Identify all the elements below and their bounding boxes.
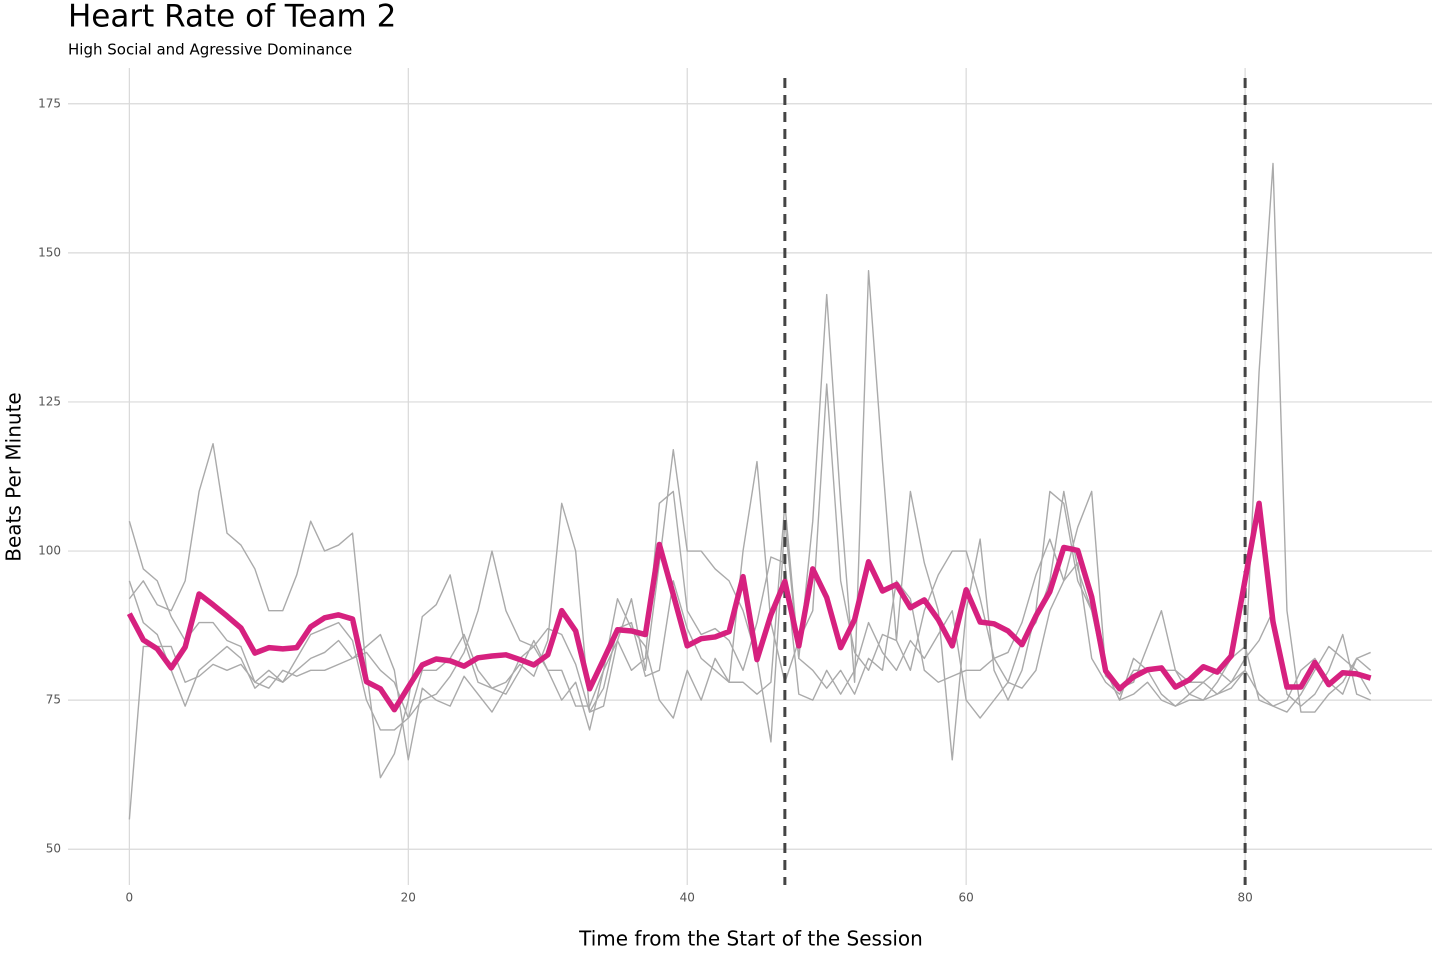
x-tick-label: 80 <box>1237 891 1252 905</box>
mean-line <box>126 500 1372 713</box>
x-axis-label: Time from the Start of the Session <box>578 927 923 951</box>
series-line <box>128 383 1372 761</box>
y-tick-label: 50 <box>46 842 61 856</box>
chart-title: Heart Rate of Team 2 <box>68 0 396 35</box>
y-tick-label: 100 <box>38 544 61 558</box>
y-tick-label: 150 <box>38 245 61 259</box>
y-tick-label: 175 <box>38 96 61 110</box>
x-tick-label: 40 <box>680 891 695 905</box>
y-axis-label: Beats Per Minute <box>2 392 26 561</box>
x-tick-label: 60 <box>959 891 974 905</box>
series-line <box>128 490 1372 820</box>
grid: 50 75 100 125 150 175 0 20 40 60 80 <box>38 68 1432 905</box>
x-tick-label: 0 <box>126 891 134 905</box>
chart-subtitle: High Social and Agressive Dominance <box>68 41 352 59</box>
y-tick-label: 75 <box>46 693 61 707</box>
x-tick-label: 20 <box>401 891 416 905</box>
plot <box>126 78 1372 885</box>
y-tick-label: 125 <box>38 394 61 408</box>
